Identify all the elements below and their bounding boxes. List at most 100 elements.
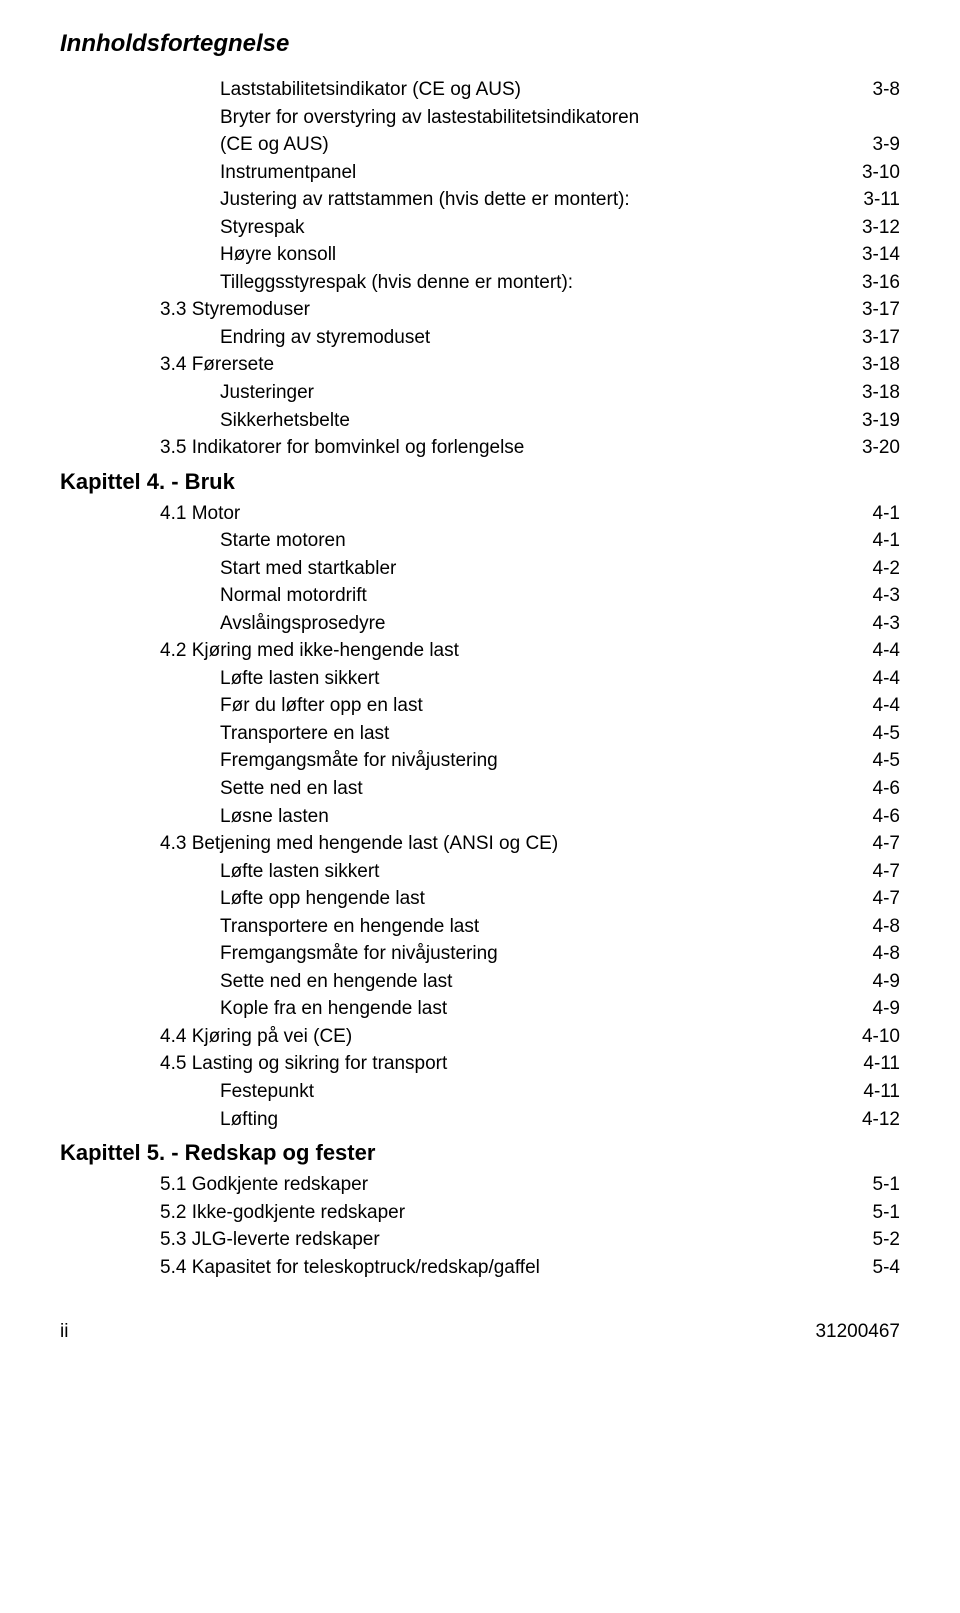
toc-item: 4.2 Kjøring med ikke-hengende last 4-4: [60, 637, 900, 665]
toc-item-page: 4-11: [863, 1078, 900, 1106]
toc-item-page: 3-20: [862, 434, 900, 462]
toc-item-label: 4.2 Kjøring med ikke-hengende last: [160, 637, 459, 665]
toc-item-page: 4-2: [873, 555, 900, 583]
toc-item-label: Fremgangsmåte for nivåjustering: [220, 747, 498, 775]
page-footer: ii 31200467: [60, 1321, 900, 1343]
toc-item-page: 4-7: [873, 830, 900, 858]
toc-item: Før du løfter opp en last 4-4: [60, 692, 900, 720]
toc-item: 5.4 Kapasitet for teleskoptruck/redskap/…: [60, 1254, 900, 1282]
toc-item-label: 4.4 Kjøring på vei (CE): [160, 1023, 352, 1051]
toc-item-label: 4.3 Betjening med hengende last (ANSI og…: [160, 830, 558, 858]
toc-item-page: 3-17: [862, 324, 900, 352]
toc-item-page: 4-4: [873, 665, 900, 693]
toc-item-label: 5.2 Ikke-godkjente redskaper: [160, 1199, 405, 1227]
toc-item: Normal motordrift4-3: [60, 582, 900, 610]
toc-item: (CE og AUS)3-9: [60, 131, 900, 159]
toc-item-label: Styrespak: [220, 214, 304, 242]
toc-item-page: 3-12: [862, 214, 900, 242]
toc-item: Transportere en last4-5: [60, 720, 900, 748]
toc-item: Transportere en hengende last 4-8: [60, 913, 900, 941]
toc-item-page: 5-1: [873, 1199, 900, 1227]
toc-item-page: 4-5: [873, 747, 900, 775]
toc-item: 4.1 Motor 4-1: [60, 500, 900, 528]
footer-page-roman: ii: [60, 1321, 68, 1343]
toc-item: Kople fra en hengende last4-9: [60, 995, 900, 1023]
toc-item-page: 3-8: [873, 76, 900, 104]
toc-item: 5.3 JLG-leverte redskaper 5-2: [60, 1226, 900, 1254]
footer-doc-number: 31200467: [815, 1321, 900, 1343]
toc-item-page: 3-11: [863, 186, 900, 214]
table-of-contents: Laststabilitetsindikator (CE og AUS) 3-8 B…: [60, 76, 900, 1281]
toc-item-label: Transportere en hengende last: [220, 913, 479, 941]
toc-item-page: 3-18: [862, 379, 900, 407]
toc-item-label: Løfte lasten sikkert: [220, 858, 379, 886]
toc-item: Justering av rattstammen (hvis dette er …: [60, 186, 900, 214]
toc-item-label: Før du løfter opp en last: [220, 692, 423, 720]
toc-item: Styrespak 3-12: [60, 214, 900, 242]
toc-item: 3.5 Indikatorer for bomvinkel og forleng…: [60, 434, 900, 462]
toc-item: Sikkerhetsbelte3-19: [60, 407, 900, 435]
toc-item-page: 4-12: [862, 1106, 900, 1134]
toc-item-label: Endring av styremoduset: [220, 324, 430, 352]
toc-item-page: 4-4: [873, 637, 900, 665]
page-header: Innholdsfortegnelse: [60, 30, 900, 58]
toc-item: Løfte lasten sikkert 4-7: [60, 858, 900, 886]
toc-item: Festepunkt 4-11: [60, 1078, 900, 1106]
toc-item: Bryter for overstyring av lastestabilite…: [60, 104, 900, 132]
toc-item: 3.4 Førersete3-18: [60, 351, 900, 379]
toc-item-page: 4-3: [873, 610, 900, 638]
toc-item: Løfting 4-12: [60, 1106, 900, 1134]
toc-item-label: Høyre konsoll: [220, 241, 336, 269]
toc-item-page: 4-8: [873, 940, 900, 968]
toc-item-page: 4-1: [873, 527, 900, 555]
toc-item: Tilleggsstyrespak (hvis denne er montert…: [60, 269, 900, 297]
toc-item-label: Laststabilitetsindikator (CE og AUS): [220, 76, 521, 104]
toc-item-page: 4-9: [873, 995, 900, 1023]
toc-item-label: Bryter for overstyring av lastestabilite…: [220, 104, 639, 132]
toc-item-page: 4-6: [873, 775, 900, 803]
toc-item-page: 4-7: [873, 858, 900, 886]
toc-item-page: 4-10: [862, 1023, 900, 1051]
toc-item: Avslåingsprosedyre4-3: [60, 610, 900, 638]
toc-item-label: 5.3 JLG-leverte redskaper: [160, 1226, 380, 1254]
toc-item-label: 5.1 Godkjente redskaper: [160, 1171, 368, 1199]
toc-item-page: 4-7: [873, 885, 900, 913]
toc-item: 4.5 Lasting og sikring for transport4-11: [60, 1050, 900, 1078]
toc-item-label: Festepunkt: [220, 1078, 314, 1106]
toc-item: Starte motoren 4-1: [60, 527, 900, 555]
toc-item: Sette ned en hengende last4-9: [60, 968, 900, 996]
toc-item-page: 3-14: [862, 241, 900, 269]
toc-item-page: 4-4: [873, 692, 900, 720]
toc-item: Sette ned en last4-6: [60, 775, 900, 803]
toc-item-label: (CE og AUS): [220, 131, 329, 159]
toc-item-label: 5.4 Kapasitet for teleskoptruck/redskap/…: [160, 1254, 540, 1282]
toc-item-page: 5-2: [873, 1226, 900, 1254]
toc-item-label: Løfting: [220, 1106, 278, 1134]
toc-item-label: 3.5 Indikatorer for bomvinkel og forleng…: [160, 434, 524, 462]
toc-item-label: 4.1 Motor: [160, 500, 240, 528]
toc-item-page: 5-1: [873, 1171, 900, 1199]
toc-item: Løfte lasten sikkert 4-4: [60, 665, 900, 693]
toc-item-page: 3-17: [862, 296, 900, 324]
toc-item-page: 3-19: [862, 407, 900, 435]
toc-item-page: 4-9: [873, 968, 900, 996]
toc-item-page: 5-4: [873, 1254, 900, 1282]
toc-item-page: 3-16: [862, 269, 900, 297]
toc-item-label: Løfte lasten sikkert: [220, 665, 379, 693]
toc-item: Instrumentpanel3-10: [60, 159, 900, 187]
toc-item: Fremgangsmåte for nivåjustering 4-5: [60, 747, 900, 775]
toc-item-page: 4-5: [873, 720, 900, 748]
toc-item-label: Løfte opp hengende last: [220, 885, 425, 913]
toc-item-label: Løsne lasten: [220, 803, 329, 831]
toc-item-label: Fremgangsmåte for nivåjustering: [220, 940, 498, 968]
toc-item-page: 4-6: [873, 803, 900, 831]
toc-item: 5.2 Ikke-godkjente redskaper 5-1: [60, 1199, 900, 1227]
toc-item-page: 4-8: [873, 913, 900, 941]
toc-chapter: Kapittel 4. - Bruk: [60, 466, 900, 498]
toc-item-label: Tilleggsstyrespak (hvis denne er montert…: [220, 269, 573, 297]
toc-item: Start med startkabler4-2: [60, 555, 900, 583]
toc-item-page: 4-1: [873, 500, 900, 528]
toc-item-label: Starte motoren: [220, 527, 346, 555]
toc-item: 5.1 Godkjente redskaper 5-1: [60, 1171, 900, 1199]
toc-item-page: 4-11: [863, 1050, 900, 1078]
